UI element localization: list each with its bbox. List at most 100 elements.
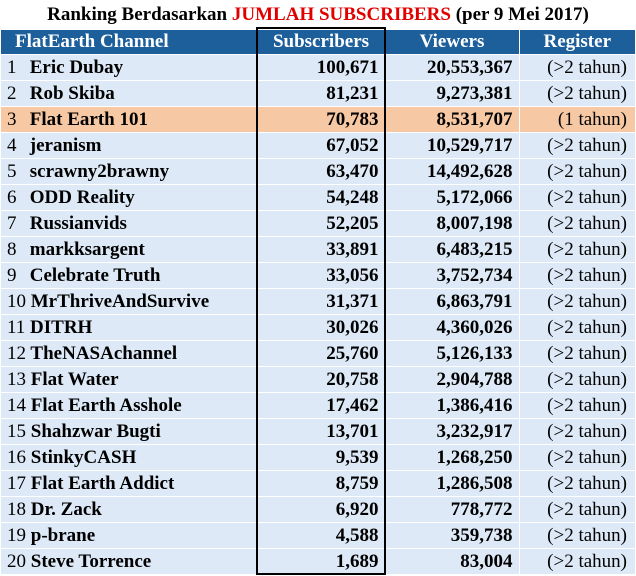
channel-cell: 10 MrThriveAndSurvive	[1, 288, 258, 315]
table-body: 1 Eric Dubay 100,671 20,553,367 (>2 tahun) 2…	[1, 54, 635, 574]
channel-cell: 1 Eric Dubay	[1, 54, 258, 81]
register-cell: (>2 tahun)	[519, 314, 635, 341]
channel-name: Celebrate Truth	[29, 265, 161, 286]
table-row: 12 TheNASAchannel 25,760 5,126,133 (>2 tahu…	[1, 340, 635, 367]
viewers-cell: 9,273,381	[385, 80, 520, 107]
viewers-cell: 3,232,917	[385, 418, 520, 445]
table-row: 1 Eric Dubay 100,671 20,553,367 (>2 tahun)	[1, 54, 635, 81]
title-prefix: Ranking Berdasarkan	[47, 4, 228, 25]
table-row: 16 StinkyCASH 9,539 1,268,250 (>2 tahun)	[1, 444, 635, 471]
rank-number: 9	[7, 265, 17, 286]
register-cell: (>2 tahun)	[519, 470, 635, 497]
viewers-cell: 6,483,215	[385, 236, 520, 263]
viewers-cell: 8,007,198	[385, 210, 520, 237]
table-row: 9 Celebrate Truth 33,056 3,752,734 (>2 tahu…	[1, 262, 635, 289]
channel-name: Steve Torrence	[30, 551, 152, 572]
viewers-cell: 1,386,416	[385, 392, 520, 419]
rank-number: 3	[7, 109, 17, 130]
channel-name: Shahzwar Bugti	[30, 421, 161, 442]
rank-number: 17	[7, 473, 26, 494]
subscribers-cell: 67,052	[257, 132, 386, 159]
channel-cell: 3 Flat Earth 101	[1, 106, 258, 133]
register-cell: (>2 tahun)	[519, 54, 635, 81]
rank-number: 7	[7, 213, 17, 234]
channel-name: scrawny2brawny	[29, 161, 170, 182]
register-cell: (>2 tahun)	[519, 288, 635, 315]
table-row: 7 Russianvids 52,205 8,007,198 (>2 tahun)	[1, 210, 635, 237]
channel-name: MrThriveAndSurvive	[30, 291, 210, 312]
subscribers-cell: 54,248	[257, 184, 386, 211]
viewers-cell: 5,126,133	[385, 340, 520, 367]
register-cell: (>2 tahun)	[519, 262, 635, 289]
viewers-cell: 5,172,066	[385, 184, 520, 211]
subscribers-cell: 4,588	[257, 522, 386, 549]
table-row: 3 Flat Earth 101 70,783 8,531,707 (1 tahun)	[1, 106, 635, 133]
header-viewers: Viewers	[385, 30, 520, 55]
rank-number: 15	[7, 421, 26, 442]
viewers-cell: 359,738	[385, 522, 520, 549]
viewers-cell: 14,492,628	[385, 158, 520, 185]
channel-cell: 17 Flat Earth Addict	[1, 470, 258, 497]
channel-cell: 19 p-brane	[1, 522, 258, 549]
channel-name: Rob Skiba	[29, 83, 115, 104]
register-cell: (>2 tahun)	[519, 548, 635, 574]
subscribers-cell: 17,462	[257, 392, 386, 419]
rank-number: 1	[7, 57, 17, 78]
table-header-row: FlatEarth Channel Subscribers Viewers Re…	[1, 30, 635, 55]
viewers-cell: 1,286,508	[385, 470, 520, 497]
subscribers-cell: 100,671	[257, 54, 386, 81]
channel-cell: 9 Celebrate Truth	[1, 262, 258, 289]
channel-cell: 20 Steve Torrence	[1, 548, 258, 574]
channel-cell: 16 StinkyCASH	[1, 444, 258, 471]
channel-cell: 8 markksargent	[1, 236, 258, 263]
register-cell: (>2 tahun)	[519, 340, 635, 367]
rank-number: 14	[7, 395, 26, 416]
channel-name: Eric Dubay	[29, 57, 124, 78]
rank-number: 13	[7, 369, 26, 390]
register-cell: (>2 tahun)	[519, 392, 635, 419]
rank-number: 18	[7, 499, 26, 520]
subscribers-cell: 8,759	[257, 470, 386, 497]
channel-name: Flat Earth 101	[29, 109, 148, 130]
register-cell: (>2 tahun)	[519, 496, 635, 523]
register-cell: (>2 tahun)	[519, 236, 635, 263]
table-row: 13 Flat Water 20,758 2,904,788 (>2 tahun)	[1, 366, 635, 393]
rank-number: 11	[7, 317, 26, 338]
register-cell: (>2 tahun)	[519, 80, 635, 107]
register-cell: (>2 tahun)	[519, 184, 635, 211]
register-cell: (>2 tahun)	[519, 210, 635, 237]
channel-cell: 18 Dr. Zack	[1, 496, 258, 523]
viewers-cell: 3,752,734	[385, 262, 520, 289]
viewers-cell: 6,863,791	[385, 288, 520, 315]
rank-number: 10	[7, 291, 26, 312]
rank-number: 2	[7, 83, 17, 104]
channel-name: Dr. Zack	[30, 499, 102, 520]
register-cell: (1 tahun)	[519, 106, 635, 133]
title-suffix-open: (per	[455, 4, 494, 25]
page-title: Ranking Berdasarkan JUMLAH SUBSCRIBERS (…	[0, 2, 636, 28]
subscribers-cell: 52,205	[257, 210, 386, 237]
viewers-cell: 1,268,250	[385, 444, 520, 471]
channel-name: ODD Reality	[29, 187, 135, 208]
channel-cell: 15 Shahzwar Bugti	[1, 418, 258, 445]
rank-number: 19	[7, 525, 26, 546]
table-row: 10 MrThriveAndSurvive 31,371 6,863,791 (>2 …	[1, 288, 635, 315]
rank-number: 16	[7, 447, 26, 468]
table-row: 5 scrawny2brawny 63,470 14,492,628 (>2 tahu…	[1, 158, 635, 185]
subscribers-cell: 1,689	[257, 548, 386, 574]
subscribers-cell: 9,539	[257, 444, 386, 471]
subscribers-cell: 33,056	[257, 262, 386, 289]
channel-cell: 13 Flat Water	[1, 366, 258, 393]
rank-number: 4	[7, 135, 17, 156]
table-row: 17 Flat Earth Addict 8,759 1,286,508 (>2 ta…	[1, 470, 635, 497]
register-cell: (>2 tahun)	[519, 522, 635, 549]
table-row: 4 jeranism 67,052 10,529,717 (>2 tahun)	[1, 132, 635, 159]
channel-cell: 11 DITRH	[1, 314, 258, 341]
viewers-cell: 83,004	[385, 548, 520, 574]
subscribers-cell: 31,371	[257, 288, 386, 315]
rank-number: 8	[7, 239, 17, 260]
channel-name: Flat Earth Asshole	[30, 395, 182, 416]
channel-name: p-brane	[30, 525, 96, 546]
rank-number: 20	[7, 551, 26, 572]
channel-name: jeranism	[29, 135, 102, 156]
